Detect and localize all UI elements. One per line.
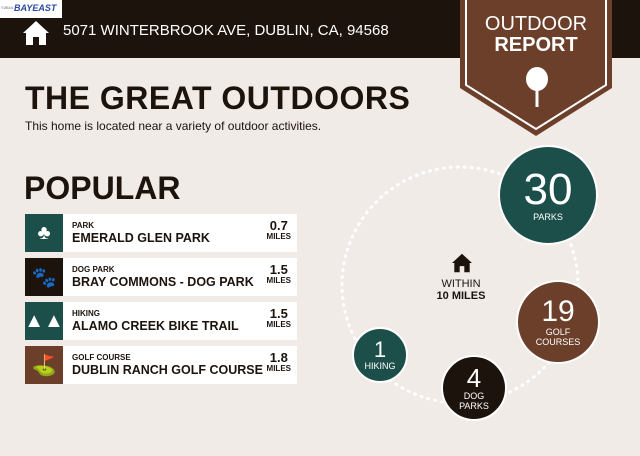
within-line1: WITHIN <box>441 278 481 290</box>
bayeast-logo: ©2024 BAYEAST <box>0 0 62 18</box>
tree-icon <box>526 67 548 107</box>
popular-item: ♣ PARK EMERALD GLEN PARK 0.7 MILES <box>25 214 297 252</box>
within-home-icon <box>452 253 472 273</box>
item-distance: 1.5 MILES <box>267 307 291 330</box>
page-subtitle: This home is located near a variety of o… <box>25 119 322 133</box>
stat-count: 19 <box>541 295 575 328</box>
golf-bag-icon: ⛳ <box>25 346 63 384</box>
distance-unit: MILES <box>266 364 291 373</box>
badge-line2: REPORT <box>494 34 578 56</box>
stat-label: GOLF COURSES <box>535 327 581 347</box>
popular-item: ▲▲ HIKING ALAMO CREEK BIKE TRAIL 1.5 MILE… <box>24 302 297 340</box>
paw-icon: 🐾 <box>25 258 63 296</box>
stat-label: PARKS <box>533 212 563 222</box>
item-category: PARK <box>72 221 95 230</box>
item-distance: 1.8 MILES <box>267 351 291 374</box>
stat-count: 30 <box>523 165 573 214</box>
distance-unit: MILES <box>266 232 291 241</box>
distance-value: 0.7 <box>269 218 288 233</box>
popular-heading: POPULAR <box>24 170 181 206</box>
popular-item: 🐾 DOG PARK BRAY COMMONS - DOG PARK 1.5 MI… <box>25 258 297 296</box>
distance-value: 1.8 <box>269 350 288 365</box>
home-icon <box>23 21 49 45</box>
within-line2: 10 MILES <box>436 290 486 302</box>
distance-value: 1.5 <box>269 306 288 321</box>
property-address: 5071 WINTERBROOK AVE, DUBLIN, CA, 94568 <box>63 22 389 39</box>
stat-circle: 4 DOG PARKS <box>441 355 507 421</box>
stat-count: 4 <box>466 363 482 393</box>
badge-title: OUTDOOR REPORT <box>460 14 612 56</box>
stat-label: HIKING <box>364 361 396 371</box>
trees-icon: ▲▲ <box>24 302 64 340</box>
stat-label: DOG PARKS <box>459 391 489 411</box>
stat-circle: 1 HIKING <box>352 327 408 383</box>
popular-item: ⛳ GOLF COURSE DUBLIN RANCH GOLF COURSE 1… <box>25 346 297 384</box>
item-category: HIKING <box>72 309 100 318</box>
stat-circle: 30 PARKS <box>498 145 598 245</box>
logo-text: BAYEAST <box>14 3 57 13</box>
stat-count: 1 <box>373 337 387 362</box>
item-category: DOG PARK <box>72 265 115 274</box>
stat-circle: 19 GOLF COURSES <box>516 280 600 364</box>
item-category: GOLF COURSE <box>72 353 131 362</box>
distance-value: 1.5 <box>269 262 288 277</box>
item-distance: 0.7 MILES <box>267 219 291 242</box>
distance-unit: MILES <box>266 276 291 285</box>
page-title: THE GREAT OUTDOORS <box>25 80 411 116</box>
item-name: EMERALD GLEN PARK <box>72 231 210 245</box>
item-name: ALAMO CREEK BIKE TRAIL <box>72 319 239 333</box>
logo-prefix: ©2024 <box>1 5 13 10</box>
distance-unit: MILES <box>266 320 291 329</box>
park-icon: ♣ <box>25 214 63 252</box>
badge-line1: OUTDOOR <box>484 13 588 35</box>
item-name: DUBLIN RANCH GOLF COURSE <box>72 363 263 377</box>
item-distance: 1.5 MILES <box>267 263 291 286</box>
within-label: WITHIN 10 MILES <box>426 278 496 302</box>
item-name: BRAY COMMONS - DOG PARK <box>72 275 254 289</box>
